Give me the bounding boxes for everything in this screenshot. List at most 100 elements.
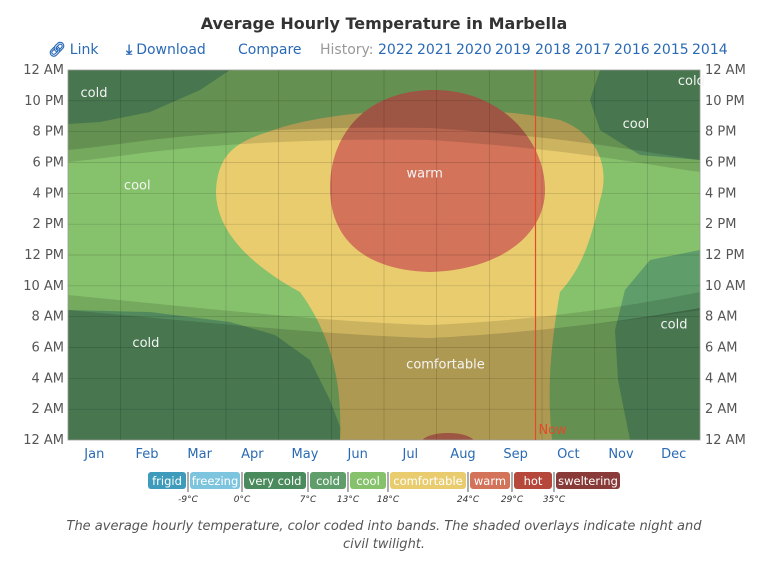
legend-label: sweltering <box>558 474 618 488</box>
y-tick-label: 12 PM <box>24 248 64 263</box>
band-label: warm <box>406 166 442 181</box>
download-button[interactable]: ⤓ Download <box>126 42 206 58</box>
heatmap-bands <box>68 70 700 440</box>
band-warm <box>330 89 545 272</box>
y-tick-label: 10 PM <box>705 94 745 109</box>
legend-swatch <box>244 472 306 489</box>
x-tick-label: Mar <box>187 447 212 462</box>
legend-label: hot <box>524 474 543 488</box>
grid-lines <box>68 70 700 440</box>
legend-threshold-label: 7°C <box>300 495 317 505</box>
link-button[interactable]: 🔗︎ Link <box>48 42 98 58</box>
link-label: Link <box>69 42 99 58</box>
x-tick-label: Aug <box>450 447 475 462</box>
night-overlay-morning <box>68 308 700 440</box>
legend-swatch <box>556 472 620 489</box>
legend-threshold-label: 29°C <box>501 495 524 505</box>
y-tick-label: 4 PM <box>705 186 736 201</box>
legend-swatch <box>470 472 510 489</box>
y-tick-label: 4 PM <box>33 186 64 201</box>
legend-label: warm <box>474 474 506 488</box>
y-tick-label: 12 AM <box>705 63 746 78</box>
y-tick-label: 8 AM <box>705 310 738 325</box>
legend-threshold-label: -9°C <box>178 495 198 505</box>
night-overlay-evening <box>68 70 700 160</box>
legend-label: cool <box>356 474 380 488</box>
legend-label: freezing <box>192 474 239 488</box>
link-icon: 🔗︎ <box>48 42 66 58</box>
history-year-2020[interactable]: 2020 <box>456 42 492 58</box>
x-tick-label: Jan <box>83 447 104 462</box>
band-label: cool <box>124 179 151 194</box>
history-year-2017[interactable]: 2017 <box>575 42 611 58</box>
x-tick-label: Apr <box>241 447 264 462</box>
y-axis-left: 12 AM 2 AM 4 AM 6 AM 8 AM 10 AM 12 PM 2 PM 4 PM 6… <box>23 63 64 448</box>
y-tick-label: 2 AM <box>31 402 64 417</box>
y-tick-label: 10 AM <box>705 279 746 294</box>
legend-label: cold <box>316 474 340 488</box>
band-cold-night-left <box>68 70 230 124</box>
x-axis-months: Jan Feb Mar Apr May Jun Jul Aug Sep Oct Nov Dec <box>83 447 686 462</box>
history-year-2014[interactable]: 2014 <box>692 42 728 58</box>
y-tick-label: 12 AM <box>705 433 746 448</box>
x-tick-label: Feb <box>135 447 158 462</box>
now-label: Now <box>539 423 568 438</box>
temperature-heatmap: Now 12 AM 2 AM 4 AM 6 AM 8 AM 10 AM 12 PM 2 PM 4… <box>23 63 746 462</box>
x-tick-label: Dec <box>661 447 686 462</box>
band-label: cold <box>661 317 688 332</box>
chart-title: Average Hourly Temperature in Marbella <box>200 14 568 33</box>
compare-button[interactable]: Compare <box>238 42 302 58</box>
band-label: cold <box>80 86 107 101</box>
band-cold-night-right <box>590 70 700 160</box>
y-tick-label: 12 PM <box>705 248 745 263</box>
y-tick-label: 6 PM <box>705 156 736 171</box>
x-tick-label: Oct <box>557 447 579 462</box>
legend-threshold-label: 0°C <box>234 495 251 505</box>
band-label: cool <box>623 117 650 132</box>
legend-swatch <box>390 472 466 489</box>
band-cold-morning-left <box>68 310 345 440</box>
band-label: cold <box>132 336 159 351</box>
y-tick-label: 10 PM <box>24 94 64 109</box>
legend-swatch <box>350 472 386 489</box>
history-year-2021[interactable]: 2021 <box>417 42 453 58</box>
legend-threshold-label: 13°C <box>337 495 360 505</box>
y-tick-label: 4 AM <box>31 371 64 386</box>
y-tick-label: 6 PM <box>33 156 64 171</box>
x-tick-label: Jun <box>347 447 368 462</box>
band-label: comfortable <box>406 357 485 372</box>
legend-label: very cold <box>249 474 302 488</box>
history-year-2019[interactable]: 2019 <box>495 42 531 58</box>
x-tick-label: Sep <box>503 447 528 462</box>
y-tick-label: 2 PM <box>33 217 64 232</box>
y-tick-label: 2 AM <box>705 402 738 417</box>
y-tick-label: 4 AM <box>705 371 738 386</box>
x-tick-label: Jul <box>401 447 418 462</box>
y-tick-label: 8 PM <box>33 125 64 140</box>
legend-label: frigid <box>152 474 182 488</box>
legend-swatch <box>190 472 240 489</box>
y-tick-label: 12 AM <box>23 63 64 78</box>
legend-threshold-label: 24°C <box>457 495 480 505</box>
twilight-overlay-evening <box>68 127 700 172</box>
legend-swatch <box>514 472 552 489</box>
legend-threshold-label: 18°C <box>377 495 400 505</box>
download-label: Download <box>136 42 206 58</box>
history-year-2016[interactable]: 2016 <box>614 42 650 58</box>
temperature-legend: frigid freezing very cold cold cool comfortab… <box>148 472 620 505</box>
chart-toolbar: 🔗︎ Link ⤓ Download Compare History: 2022 2… <box>0 42 768 62</box>
y-tick-label: 6 AM <box>705 341 738 356</box>
legend-threshold-label: 35°C <box>543 495 566 505</box>
x-tick-label: May <box>292 447 319 462</box>
download-icon: ⤓ <box>126 42 133 58</box>
band-warm-bottom <box>422 433 474 440</box>
plot-border <box>67 69 701 441</box>
history-year-2018[interactable]: 2018 <box>535 42 571 58</box>
y-tick-label: 8 AM <box>31 310 64 325</box>
history-year-2022[interactable]: 2022 <box>378 42 414 58</box>
history-label: History: <box>320 42 374 58</box>
y-tick-label: 8 PM <box>705 125 736 140</box>
band-label: cold <box>678 74 705 89</box>
history-year-2015[interactable]: 2015 <box>653 42 689 58</box>
chart-caption: The average hourly temperature, color co… <box>66 519 702 552</box>
